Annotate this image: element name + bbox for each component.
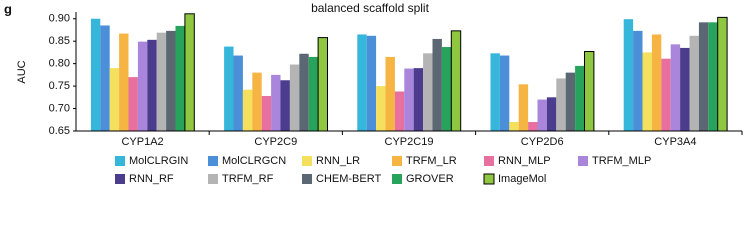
bar [376, 86, 386, 131]
legend-label: TRFM_LR [406, 155, 457, 167]
bar [90, 18, 101, 132]
bar [242, 89, 253, 131]
y-tick-label: 0.80 [49, 58, 70, 70]
bar [252, 72, 262, 131]
panel-label: g [4, 1, 12, 16]
bar [651, 34, 662, 131]
bar [271, 74, 281, 131]
legend-swatch [392, 156, 402, 166]
bar [565, 72, 576, 131]
bar [404, 68, 414, 131]
bar [670, 44, 681, 131]
bar [698, 22, 709, 132]
legend-label: RNN_RF [129, 173, 174, 185]
legend-swatch [392, 174, 402, 184]
bar [642, 52, 652, 131]
x-tick-label: CYP2C9 [254, 136, 297, 148]
legend-label: ImageMol [498, 173, 546, 185]
legend-label: TRFM_RF [222, 173, 274, 185]
bar [261, 95, 272, 131]
bar [584, 51, 595, 132]
bar [299, 53, 309, 131]
x-tick-label: CYP1A2 [121, 136, 163, 148]
legend-swatch [578, 156, 588, 166]
bar [661, 58, 671, 131]
bar [499, 55, 510, 132]
y-tick-label: 0.70 [49, 102, 70, 114]
bar [224, 46, 234, 131]
bar [423, 53, 433, 132]
bar [546, 97, 557, 131]
bar [175, 25, 185, 132]
y-tick-label: 0.90 [49, 13, 70, 25]
legend-swatch [208, 174, 218, 184]
bar [109, 68, 120, 131]
legend-swatch [302, 174, 312, 184]
bar [289, 64, 300, 131]
bar [100, 25, 110, 132]
bar [509, 122, 519, 131]
bar [708, 22, 718, 132]
legend-swatch [484, 156, 494, 166]
bar [537, 99, 547, 131]
legend-label: GROVER [406, 173, 454, 185]
bar [490, 53, 500, 132]
legend-label: TRFM_MLP [592, 155, 651, 167]
bar [394, 91, 405, 131]
bar [413, 68, 424, 131]
legend-swatch [302, 156, 312, 166]
bar [689, 35, 699, 131]
bar [119, 33, 129, 131]
bar [556, 78, 566, 131]
bar [280, 80, 290, 131]
legend-swatch [115, 174, 125, 184]
chart-title: balanced scaffold split [311, 1, 430, 15]
bar [308, 56, 319, 132]
legend-swatch [208, 156, 218, 166]
bar [623, 19, 634, 131]
legend-swatch [115, 156, 125, 166]
bar [366, 35, 377, 131]
bar [317, 37, 329, 132]
bar [441, 47, 452, 132]
bar [633, 30, 643, 132]
legend-label: MolCLRGCN [222, 155, 286, 167]
y-tick-label: 0.75 [49, 80, 70, 92]
bar [357, 34, 367, 131]
x-tick-label: CYP3A4 [654, 136, 696, 148]
y-tick-label: 0.65 [49, 125, 70, 137]
y-axis-label: AUC [16, 60, 28, 83]
bar [432, 38, 442, 131]
bar [128, 77, 138, 131]
bar [518, 84, 529, 131]
bar [166, 30, 176, 132]
bar [233, 55, 243, 132]
bar [528, 122, 538, 131]
bar [137, 41, 148, 131]
chart: g balanced scaffold split AUC 0.65 0.70 0.… [4, 1, 743, 185]
legend-label: RNN_LR [316, 155, 360, 167]
bar [184, 13, 195, 132]
bar [385, 56, 395, 132]
bar [680, 47, 690, 131]
legend-swatch [483, 173, 495, 185]
legend-label: RNN_MLP [498, 155, 551, 167]
bar [156, 32, 167, 132]
bar [717, 16, 728, 132]
bar [575, 65, 585, 131]
bar [450, 30, 462, 132]
x-tick-label: CYP2C19 [385, 136, 434, 148]
legend-label: MolCLRGIN [129, 155, 188, 167]
bar [147, 39, 157, 132]
y-tick-label: 0.85 [49, 35, 70, 47]
x-tick-label: CYP2D6 [521, 136, 564, 148]
legend-label: CHEM-BERT [316, 173, 381, 185]
